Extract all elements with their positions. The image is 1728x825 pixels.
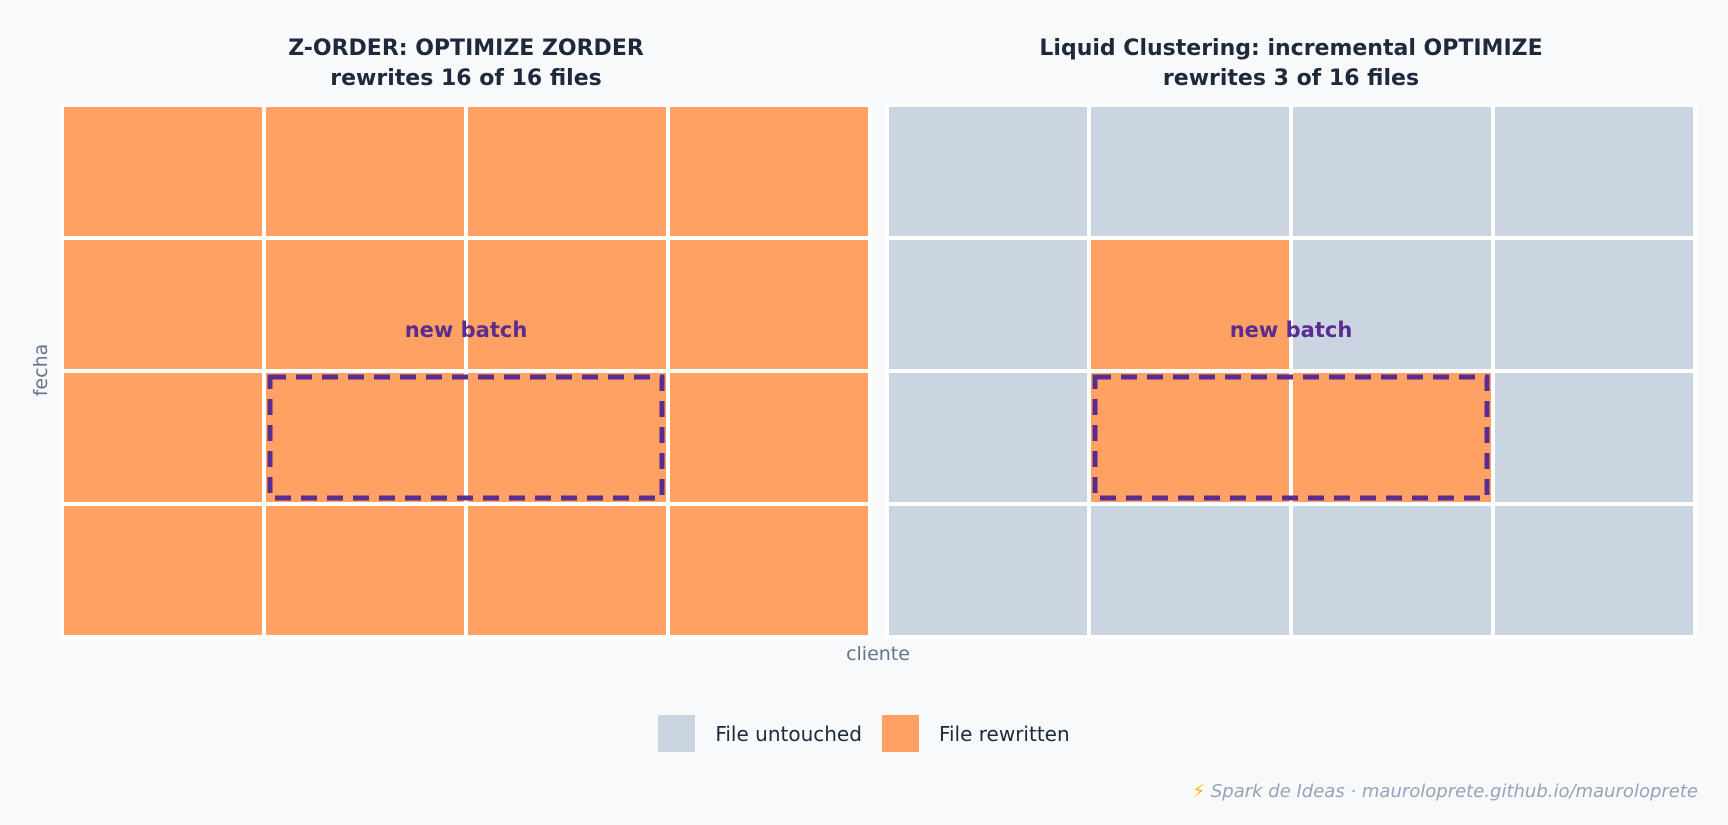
file-cell-rewritten <box>60 369 266 506</box>
file-cell-rewritten <box>1289 369 1495 506</box>
lightning-bolt-icon: ⚡ <box>1192 781 1206 802</box>
file-cell-rewritten <box>262 369 468 506</box>
file-cell-rewritten <box>464 236 670 373</box>
file-cell-untouched <box>885 236 1091 373</box>
legend-swatch-rewritten <box>881 715 919 752</box>
file-cell-rewritten <box>464 103 670 240</box>
footer-credit: ⚡ Spark de Ideas · mauroloprete.github.i… <box>1192 781 1698 802</box>
file-cell-rewritten <box>60 103 266 240</box>
file-cell-untouched <box>1491 103 1697 240</box>
legend-label: File rewritten <box>938 721 1070 746</box>
file-cell-untouched <box>1087 103 1293 240</box>
file-cell-rewritten <box>666 369 872 506</box>
file-cell-rewritten <box>60 502 266 639</box>
panel-title-line1: Z-ORDER: OPTIMIZE ZORDER <box>288 36 644 61</box>
footer-text: Spark de Ideas · mauroloprete.github.io/… <box>1210 781 1698 802</box>
new-batch-outline <box>1092 374 1490 501</box>
file-cell-untouched <box>885 502 1091 639</box>
new-batch-label: new batch <box>1230 318 1353 342</box>
file-cell-untouched <box>1289 236 1495 373</box>
panel-grid-1: new batch <box>885 103 1697 639</box>
file-cell-untouched <box>885 103 1091 240</box>
file-cell-untouched <box>1491 369 1697 506</box>
file-cell-rewritten <box>1087 236 1293 373</box>
legend-item-rewritten: File rewritten <box>881 715 1070 752</box>
panel-grid-0: new batch <box>60 103 872 639</box>
file-cell-rewritten <box>60 236 266 373</box>
legend-label: File untouched <box>715 721 862 746</box>
panel-title-line2: rewrites 3 of 16 files <box>1162 66 1420 91</box>
legend-item-untouched: File untouched <box>658 715 862 752</box>
panel-title-line1: Liquid Clustering: incremental OPTIMIZE <box>1039 36 1543 61</box>
file-cell-rewritten <box>262 236 468 373</box>
legend-swatch-untouched <box>658 715 696 752</box>
panel-title-zorder: Z-ORDER: OPTIMIZE ZORDER rewrites 16 of … <box>62 34 870 94</box>
file-cell-rewritten <box>666 502 872 639</box>
new-batch-outline <box>267 374 665 501</box>
file-cell-rewritten <box>666 103 872 240</box>
y-axis-label: fecha <box>30 343 52 397</box>
file-cell-untouched <box>1491 236 1697 373</box>
file-cell-rewritten <box>464 369 670 506</box>
file-grid-diagram: new batch new batch <box>60 103 1697 639</box>
file-cell-untouched <box>885 369 1091 506</box>
new-batch-label: new batch <box>405 318 528 342</box>
file-cell-rewritten <box>464 502 670 639</box>
file-cell-untouched <box>1491 502 1697 639</box>
panel-title-line2: rewrites 16 of 16 files <box>330 66 602 91</box>
x-axis-label: cliente <box>846 643 910 665</box>
file-cell-untouched <box>1087 502 1293 639</box>
file-cell-rewritten <box>262 103 468 240</box>
panel-title-liquid: Liquid Clustering: incremental OPTIMIZE … <box>887 34 1695 94</box>
file-cell-untouched <box>1289 103 1495 240</box>
file-cell-rewritten <box>1087 369 1293 506</box>
file-cell-rewritten <box>666 236 872 373</box>
legend: File untouched File rewritten <box>0 715 1728 752</box>
file-cell-untouched <box>1289 502 1495 639</box>
file-cell-rewritten <box>262 502 468 639</box>
